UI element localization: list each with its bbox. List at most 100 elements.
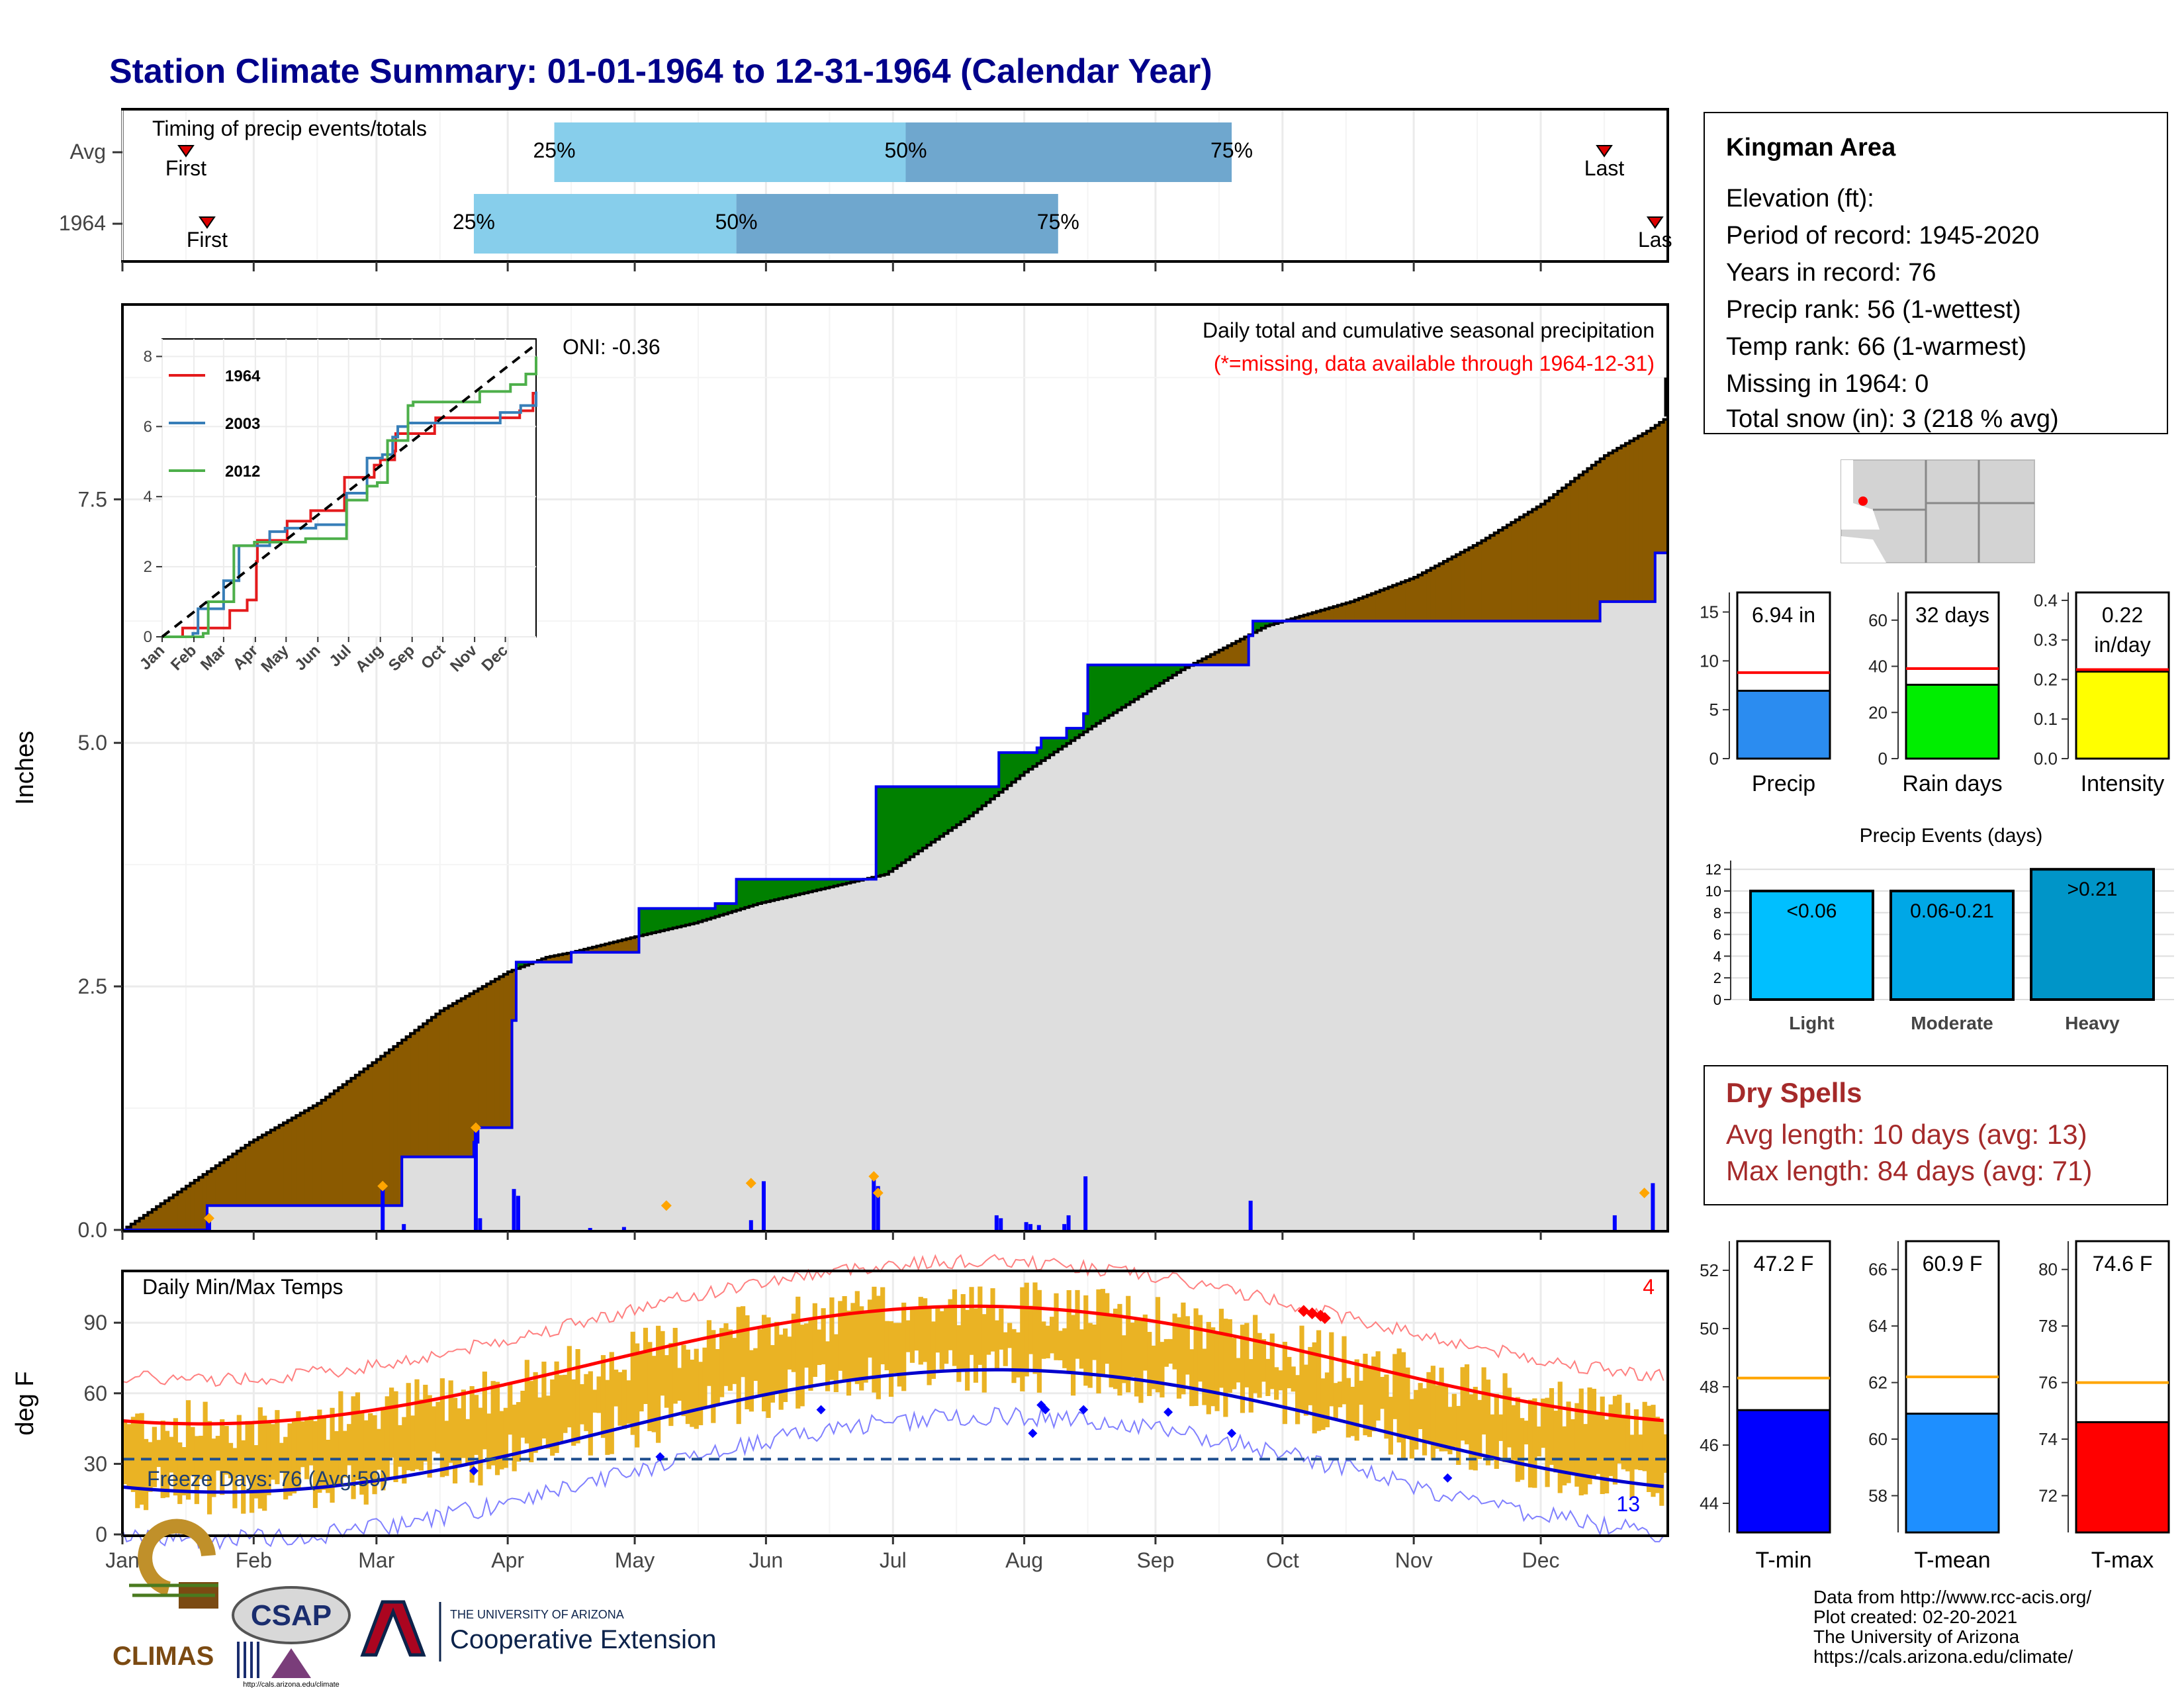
daily-precip-markers [203,1122,1650,1224]
summary-y-tick-label: 10 [1700,651,1719,671]
below-average-fill [1642,433,1647,602]
daily-temp-range [706,1320,712,1386]
daily-temp-range [245,1421,250,1477]
record-high-marker [1306,1307,1318,1319]
daily-temp-range [1354,1359,1359,1441]
above-average-fill [1168,665,1173,678]
record-low-marker [816,1405,826,1415]
summary-value-label: 60.9 F [1923,1252,1983,1276]
daily-temp-range [647,1342,653,1431]
below-average-fill [1202,659,1207,665]
below-average-fill [545,957,551,962]
above-average-fill [723,904,729,914]
below-average-fill [1400,582,1406,622]
above-average-fill [825,879,830,888]
below-average-fill [1532,509,1537,622]
daily-temp-range [126,1424,132,1487]
daily-temp-range [435,1401,441,1454]
below-average-fill [321,1100,326,1206]
month-tick-label: Jun [749,1548,784,1572]
below-average-fill [1414,577,1419,622]
above-average-fill [749,879,754,906]
daily-temp-range [859,1306,864,1391]
map-outside-area-south [1841,536,1886,563]
precip-areas [122,377,1669,1231]
daily-temp-range [893,1323,898,1374]
daily-temp-range [1282,1342,1288,1425]
below-average-fill [1295,617,1300,622]
daily-temp-range [148,1442,153,1492]
below-average-fill [1388,586,1393,622]
last-label: Last [1584,156,1625,180]
daily-temp-range [935,1306,940,1353]
daily-temp-range [994,1320,1000,1370]
daily-temp-range [1439,1368,1444,1452]
daily-precip-bar [402,1224,406,1230]
daily-temp-range [1524,1421,1529,1444]
below-average-fill [1342,604,1347,622]
daily-temp-range [1079,1329,1084,1369]
daily-temp-range [1520,1418,1525,1480]
daily-precip-bar [478,1218,482,1230]
daily-temp-range [503,1407,508,1468]
below-average-fill [1541,504,1546,622]
above-average-fill [681,908,686,926]
daily-precip-bar [1651,1183,1655,1230]
timing-label: Timing of precip events/totals [152,117,427,140]
daily-temp-range [381,1407,386,1491]
daily-temp-range [355,1392,361,1481]
university-of-arizona-logo: THE UNIVERSITY OF ARIZONA Cooperative Ex… [360,1600,716,1662]
above-average-fill [1113,665,1118,713]
daily-temp-range [1384,1374,1389,1439]
daily-temp-range [1333,1383,1338,1420]
daily-temp-range [342,1430,347,1478]
below-average-fill [1308,614,1313,622]
summary-value-label: 32 days [1915,603,1989,627]
daily-temp-range [1113,1308,1118,1389]
daily-temp-range [1414,1389,1419,1450]
daily-temp-range [939,1311,944,1370]
daily-temp-range [723,1323,729,1386]
summary-y-tick-label: 50 [1700,1319,1719,1338]
below-average-fill [148,1212,153,1230]
daily-temp-range [270,1424,276,1480]
daily-temp-range [584,1374,589,1431]
daily-temp-range [1371,1356,1377,1432]
above-average-fill [1126,665,1131,705]
daily-temp-range [156,1440,161,1468]
footer-line: Data from http://www.rcc-acis.org/ [1813,1587,2091,1607]
record-low-marker [1079,1405,1089,1415]
daily-temp-range [1024,1282,1029,1377]
below-average-fill [621,939,627,953]
daily-temp-range [494,1382,500,1476]
daily-temp-range [753,1348,758,1382]
below-average-fill [1396,583,1402,622]
daily-temp-range [1502,1373,1508,1462]
below-average-fill [262,1135,267,1206]
dry-spells-avg: Avg length: 10 days (avg: 13) [1726,1119,2087,1150]
info-line: Period of record: 1945-2020 [1726,222,2039,250]
daily-temp-range [181,1447,187,1495]
daily-temp-range [1287,1356,1292,1389]
above-average-fill [796,879,801,895]
above-average-fill [757,879,762,904]
above-average-fill [1269,621,1275,625]
daily-precip-bar [1028,1224,1033,1230]
footer-credits: Data from http://www.rcc-acis.org/ Plot … [1813,1587,2091,1667]
daily-temp-range [694,1348,699,1429]
below-average-fill [206,1171,212,1206]
summary-y-tick-label: 60 [1868,610,1888,630]
daily-temp-range [732,1338,737,1384]
below-average-fill [473,991,478,1143]
daily-temp-range [1007,1323,1013,1348]
daily-temp-range [630,1331,635,1435]
daily-temp-range [681,1344,686,1417]
below-average-fill [397,1043,402,1206]
daily-temp-range [626,1380,631,1424]
daily-temp-range [829,1297,835,1380]
below-average-fill [435,1013,441,1157]
info-line: Missing in 1964: 0 [1726,370,1929,398]
daily-temp-range [880,1287,886,1365]
daily-precip-bar [206,1220,211,1230]
daily-temp-range [960,1293,966,1371]
